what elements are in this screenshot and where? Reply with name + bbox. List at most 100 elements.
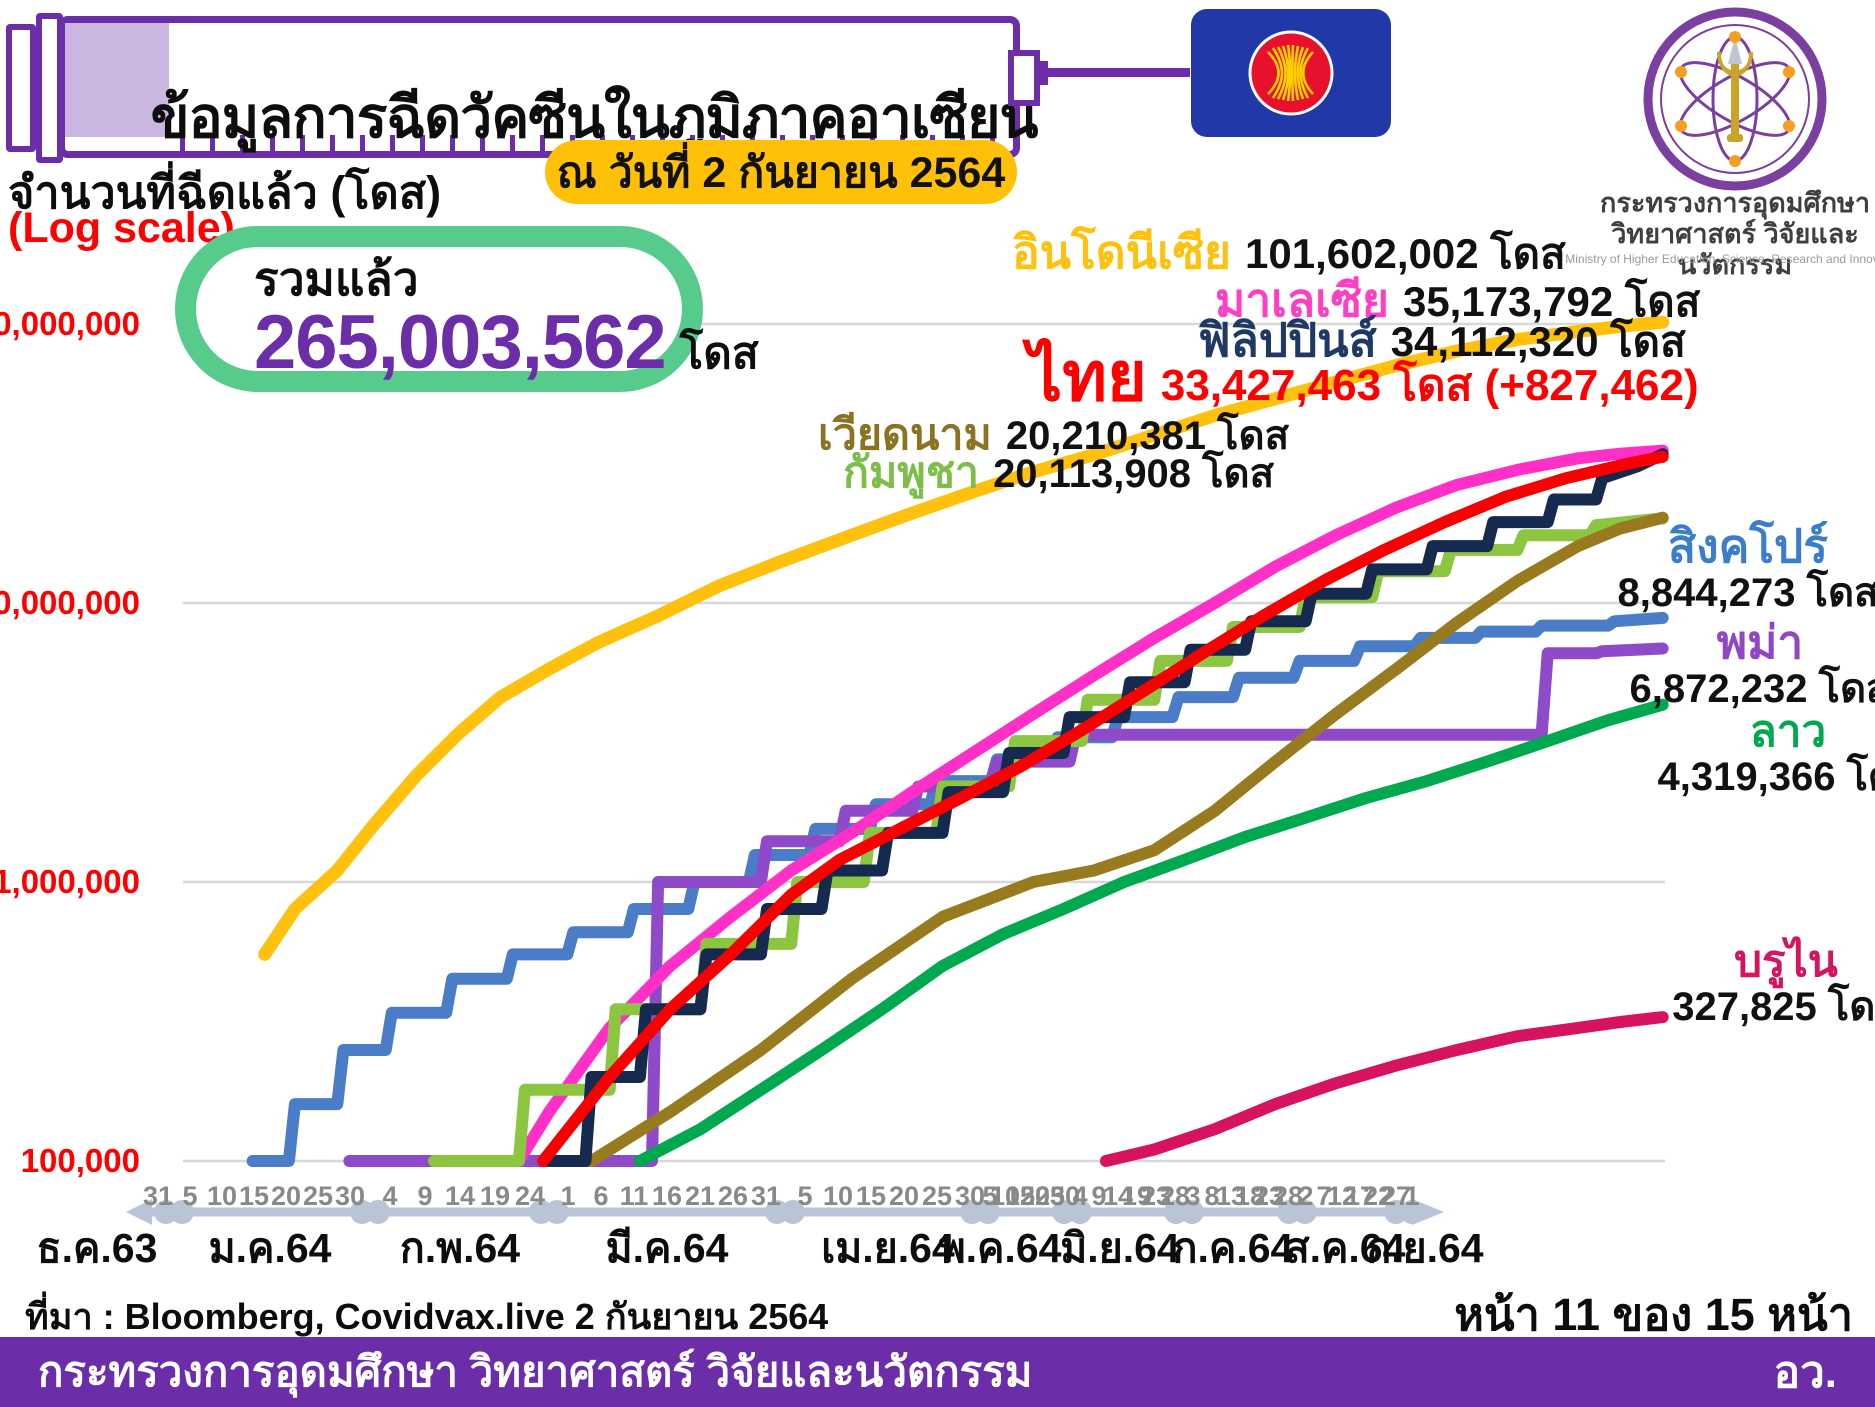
series-line-indonesia	[258, 315, 1670, 961]
total-unit: โดส	[679, 329, 759, 379]
x-axis-day-tick: 31	[143, 1181, 173, 1211]
total-value: 265,003,562	[254, 300, 667, 386]
x-axis-day-tick: 19	[480, 1181, 510, 1211]
x-axis-month-label: ก.ย.64	[1366, 1225, 1483, 1271]
x-axis-day-tick: 2	[1298, 1181, 1313, 1211]
x-axis-day-tick: 10	[207, 1181, 237, 1211]
x-axis-day-tick: 28	[1273, 1181, 1303, 1211]
x-axis-day-tick: 22	[1363, 1181, 1393, 1211]
x-axis-day-tick: 10	[823, 1181, 853, 1211]
x-axis-month-label: ม.ค.64	[209, 1225, 332, 1271]
y-axis-tick-label: 100,000	[21, 1142, 140, 1179]
series-line-laos	[633, 698, 1669, 1167]
x-axis-day-tick: 14	[1103, 1181, 1133, 1211]
syringe-nozzle-tip-icon	[1036, 61, 1048, 85]
x-axis-day-tick: 15	[239, 1181, 269, 1211]
x-axis-day-tick: 14	[445, 1181, 475, 1211]
x-axis-day-tick: 4	[1072, 1181, 1087, 1211]
ministry-caption-line1: กระทรวงการอุดมศึกษา	[1600, 188, 1870, 218]
x-axis-day-tick: 25	[922, 1181, 952, 1211]
timeline-month-boundary-dot	[1293, 1200, 1317, 1224]
series-line-singapore	[246, 611, 1669, 1167]
x-axis-day-tick: 10	[990, 1181, 1020, 1211]
x-axis-month-label: มิ.ย.64	[1060, 1225, 1180, 1271]
x-axis-day-tick: 23	[1254, 1181, 1284, 1211]
ministry-seal-logo	[1643, 7, 1827, 191]
x-axis-day-tick: 31	[751, 1181, 781, 1211]
timeline-month-boundary-dot	[170, 1200, 194, 1224]
x-axis-month-label: ส.ค.64	[1285, 1225, 1406, 1271]
syringe-barrel-banner: ข้อมูลการฉีดวัคซีนในภูมิภาคอาเซียน	[58, 16, 1038, 158]
series-line-malaysia	[512, 444, 1669, 1167]
ministry-caption: กระทรวงการอุดมศึกษา วิทยาศาสตร์ วิจัยและ…	[1560, 188, 1875, 281]
page-title: ข้อมูลการฉีดวัคซีนในภูมิภาคอาเซียน	[150, 86, 1039, 151]
x-axis-day-tick: 19	[1122, 1181, 1152, 1211]
syringe-plunger-handle-icon	[6, 24, 36, 152]
x-axis-day-tick: 20	[1020, 1181, 1050, 1211]
x-axis-day-tick: 18	[1235, 1181, 1265, 1211]
x-axis-month-label: ก.พ.64	[400, 1225, 520, 1271]
ministry-caption-english: Ministry of Higher Education, Science, R…	[1565, 252, 1875, 266]
x-axis-day-tick: 1	[560, 1181, 575, 1211]
syringe-needle-icon	[1048, 68, 1190, 77]
x-axis-day-tick: 5	[182, 1181, 197, 1211]
x-axis-day-tick: 30	[335, 1181, 365, 1211]
syringe-scale-tick	[330, 135, 335, 151]
timeline-month-boundary-dot	[1180, 1200, 1204, 1224]
x-axis-day-tick: 3	[1185, 1181, 1200, 1211]
x-axis-day-tick: 9	[1091, 1181, 1106, 1211]
x-axis-month-label: ก.ค.64	[1173, 1225, 1294, 1271]
asean-paddy-sheaf-icon	[1267, 44, 1314, 102]
footer-bar: กระทรวงการอุดมศึกษา วิทยาศาสตร์ วิจัยและ…	[0, 1337, 1875, 1407]
x-axis-day-tick: 7	[1316, 1181, 1331, 1211]
x-axis-day-tick: 1	[1404, 1181, 1419, 1211]
syringe-plunger-fill-icon	[65, 23, 169, 137]
timeline-month-boundary-dot	[545, 1200, 569, 1224]
orbit-electron-dots	[1675, 31, 1795, 167]
syringe-scale-tick	[300, 135, 305, 151]
x-axis-day-tick: 26	[718, 1181, 748, 1211]
page-number: หน้า 11 ของ 15 หน้า	[1454, 1289, 1853, 1340]
x-axis-month-label: มี.ค.64	[606, 1225, 729, 1271]
syringe-scale-tick	[540, 135, 545, 151]
timeline-month-boundary-dot	[366, 1200, 390, 1224]
y-axis-tick-label: 10,000,000	[0, 584, 140, 621]
y-axis-scale-note: (Log scale)	[8, 204, 235, 252]
asean-flag-logo	[1191, 9, 1391, 137]
x-axis-month-label: ธ.ค.63	[37, 1225, 158, 1271]
x-axis-day-tick: 12	[1327, 1181, 1357, 1211]
syringe-scale-tick	[480, 135, 485, 151]
x-axis-day-tick: 27	[1381, 1181, 1411, 1211]
x-axis-day-tick: 15	[856, 1181, 886, 1211]
syringe-scale-tick	[210, 135, 215, 151]
total-label: รวมแล้ว	[254, 253, 419, 305]
timeline-month-boundary-dot	[781, 1200, 805, 1224]
x-axis-day-tick: 30	[955, 1181, 985, 1211]
x-axis-day-tick: 28	[1160, 1181, 1190, 1211]
source-citation: ที่มา : Bloomberg, Covidvax.live 2 กันยา…	[25, 1296, 829, 1337]
syringe-scale-tick	[390, 135, 395, 151]
x-axis-day-tick: 30	[1050, 1181, 1080, 1211]
total-doses-badge: รวมแล้ว 265,003,562 โดส	[175, 226, 759, 392]
ministry-caption-line2: วิทยาศาสตร์ วิจัยและนวัตกรรม	[1611, 219, 1859, 281]
x-axis-month-label: เม.ย.64	[821, 1225, 955, 1271]
x-axis-day-tick: 4	[382, 1181, 397, 1211]
x-axis-day-tick: 5	[797, 1181, 812, 1211]
footer-ministry-abbr: อว.	[1773, 1348, 1837, 1397]
x-axis-day-tick: 9	[417, 1181, 432, 1211]
syringe-scale-tick	[360, 135, 365, 151]
x-axis-month-label: พ.ค.64	[939, 1225, 1062, 1271]
y-axis-tick-label: 100,000,000	[0, 305, 140, 342]
y-axis-title: จำนวนที่ฉีดแล้ว (โดส)	[8, 167, 442, 218]
series-line-vietnam	[585, 511, 1669, 1167]
x-axis-day-tick: 24	[515, 1181, 545, 1211]
x-axis-day-tick: 6	[593, 1181, 608, 1211]
y-axis-tick-label: 1,000,000	[0, 863, 140, 900]
timeline-month-boundary-dot	[1400, 1200, 1424, 1224]
x-axis-day-tick: 16	[652, 1181, 682, 1211]
syringe-scale-tick	[420, 135, 425, 151]
x-axis-day-tick: 25	[1035, 1181, 1065, 1211]
series-line-philippines	[543, 448, 1669, 1167]
